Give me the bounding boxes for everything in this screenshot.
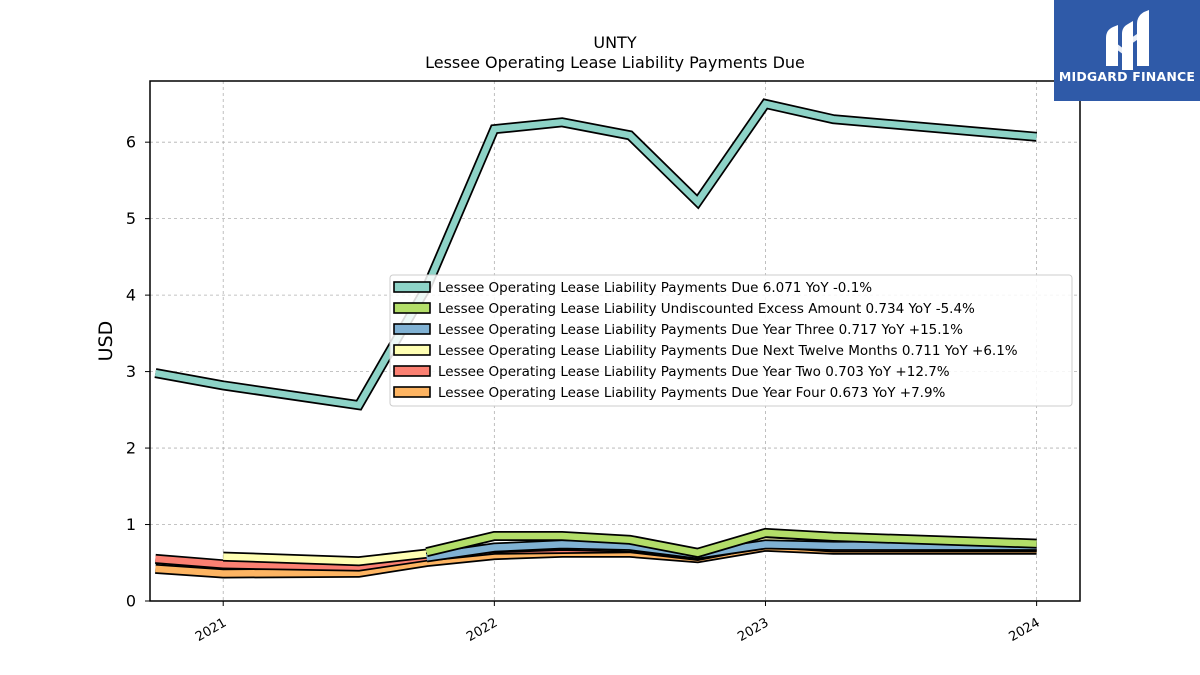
legend-entry-label: Lessee Operating Lease Liability Undisco… [438, 301, 975, 317]
y-tick-label: 5 [126, 209, 136, 228]
y-tick-label: 6 [126, 133, 136, 152]
legend-entry-label: Lessee Operating Lease Liability Payment… [438, 343, 1018, 359]
y-tick-label: 4 [126, 286, 136, 305]
legend-swatch [393, 281, 431, 293]
x-tick-label: 2024 [1006, 615, 1042, 645]
y-axis: 0 1 2 3 4 5 6 [126, 133, 150, 611]
chart-title: UNTY [593, 33, 636, 52]
legend-box [389, 274, 1073, 407]
x-tick-label: 2021 [193, 615, 229, 645]
plot-frame [149, 80, 1081, 602]
series-line [154, 100, 1037, 409]
legend[interactable]: Lessee Operating Lease Liability Payment… [389, 274, 1073, 407]
legend-swatch [393, 386, 431, 398]
y-axis-label: USD [95, 321, 117, 362]
y-tick-label: 1 [126, 515, 136, 534]
legend-entry-label: Lessee Operating Lease Liability Payment… [438, 280, 872, 296]
chart-subtitle: Lessee Operating Lease Liability Payment… [425, 53, 805, 72]
series-line [425, 529, 1037, 557]
series [154, 98, 1038, 411]
series-layer [154, 98, 1038, 579]
legend-swatch [393, 302, 431, 314]
y-tick-label: 2 [126, 439, 136, 458]
brand-name: MIDGARD FINANCE [1059, 69, 1195, 84]
y-tick-label: 0 [126, 592, 136, 611]
brand-logo: MIDGARD FINANCE [1054, 0, 1200, 101]
brand-logo-mark [1106, 10, 1149, 70]
legend-swatch [393, 323, 431, 335]
series [425, 527, 1037, 558]
y-tick-label: 3 [126, 362, 136, 381]
x-tick-label: 2022 [464, 615, 500, 645]
legend-swatch [393, 365, 431, 377]
legend-entry-label: Lessee Operating Lease Liability Payment… [438, 364, 950, 380]
legend-entry-label: Lessee Operating Lease Liability Payment… [438, 385, 946, 401]
x-axis: 2021 2022 2023 2024 [193, 601, 1043, 645]
x-tick-label: 2023 [735, 615, 771, 645]
legend-entry-label: Lessee Operating Lease Liability Payment… [438, 322, 963, 338]
legend-swatch [393, 344, 431, 356]
